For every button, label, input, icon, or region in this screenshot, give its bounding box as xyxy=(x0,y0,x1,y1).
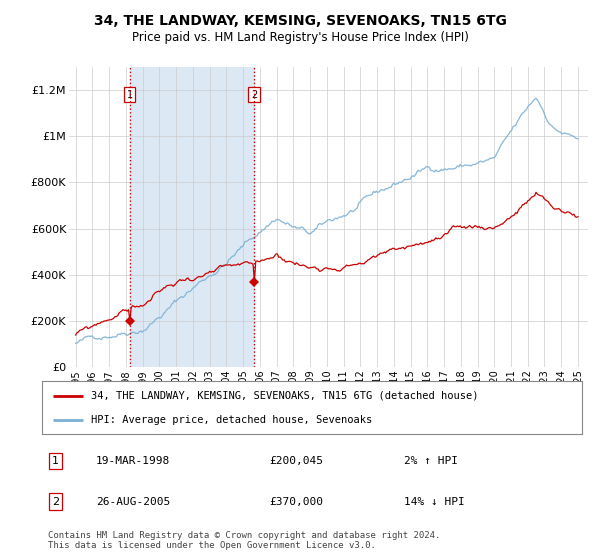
Text: 2: 2 xyxy=(52,497,59,507)
Text: 34, THE LANDWAY, KEMSING, SEVENOAKS, TN15 6TG (detached house): 34, THE LANDWAY, KEMSING, SEVENOAKS, TN1… xyxy=(91,391,478,401)
Bar xyxy=(130,67,254,367)
Text: HPI: Average price, detached house, Sevenoaks: HPI: Average price, detached house, Seve… xyxy=(91,415,372,425)
Text: Price paid vs. HM Land Registry's House Price Index (HPI): Price paid vs. HM Land Registry's House … xyxy=(131,31,469,44)
Text: 19-MAR-1998: 19-MAR-1998 xyxy=(96,456,170,466)
Text: 1: 1 xyxy=(127,90,133,100)
Text: Contains HM Land Registry data © Crown copyright and database right 2024.
This d: Contains HM Land Registry data © Crown c… xyxy=(48,531,440,550)
Text: 1: 1 xyxy=(52,456,59,466)
Text: 14% ↓ HPI: 14% ↓ HPI xyxy=(404,497,464,507)
Text: 26-AUG-2005: 26-AUG-2005 xyxy=(96,497,170,507)
Text: 2% ↑ HPI: 2% ↑ HPI xyxy=(404,456,458,466)
Text: £370,000: £370,000 xyxy=(269,497,323,507)
Text: £200,045: £200,045 xyxy=(269,456,323,466)
Text: 34, THE LANDWAY, KEMSING, SEVENOAKS, TN15 6TG: 34, THE LANDWAY, KEMSING, SEVENOAKS, TN1… xyxy=(94,14,506,28)
Text: 2: 2 xyxy=(251,90,257,100)
